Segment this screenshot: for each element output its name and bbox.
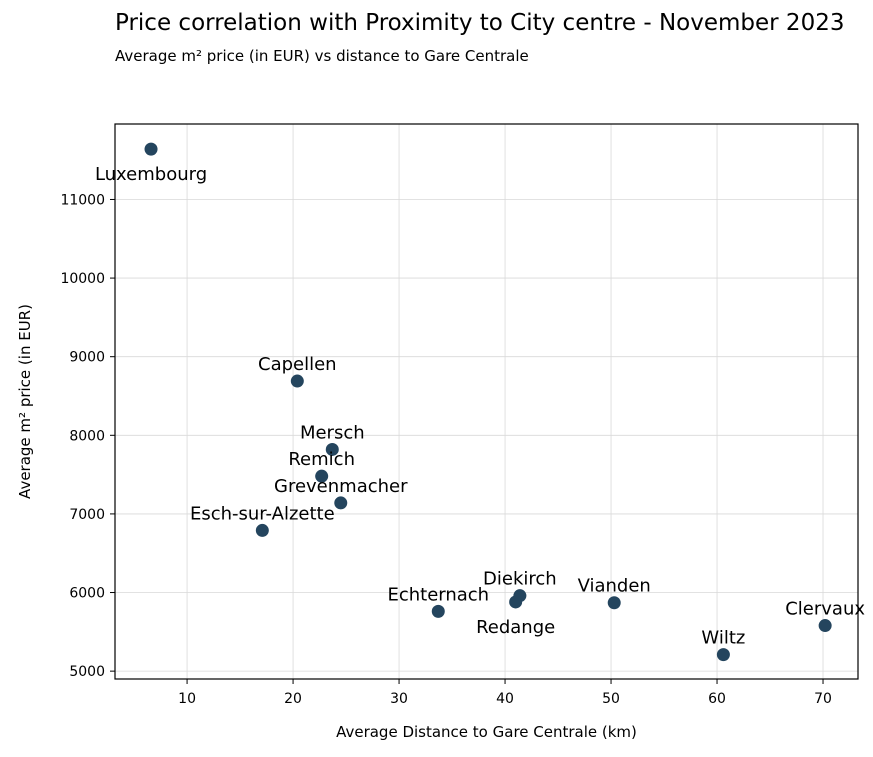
point-label: Echternach [387, 584, 489, 605]
y-tick-label: 10000 [60, 271, 105, 287]
y-tick-label: 6000 [69, 586, 105, 602]
point-label: Diekirch [483, 569, 557, 590]
data-point [144, 142, 158, 156]
x-tick-label: 30 [390, 691, 408, 707]
y-tick-label: 7000 [69, 507, 105, 523]
y-axis-label: Average m² price (in EUR) [16, 304, 34, 499]
data-point [325, 442, 339, 456]
point-labels: Luxembourg Capellen Mersch Remich Grevenmach… [95, 164, 865, 648]
plot-frame [114, 123, 859, 680]
x-tick-label: 70 [814, 691, 832, 707]
point-label: Wiltz [701, 628, 745, 649]
x-tick-label: 10 [178, 691, 196, 707]
x-tick-label: 60 [708, 691, 726, 707]
data-point [255, 523, 269, 537]
point-label: Luxembourg [95, 164, 207, 185]
point-label: Esch-sur-Alzette [190, 503, 335, 524]
point-label: Mersch [300, 422, 365, 443]
gridlines [115, 124, 858, 679]
point-label: Vianden [578, 576, 651, 597]
y-tick-label: 5000 [69, 664, 105, 680]
y-tick-label: 11000 [60, 192, 105, 208]
data-point [509, 595, 523, 609]
x-tick-label: 50 [602, 691, 620, 707]
y-axis-ticks: 5000 6000 7000 8000 9000 10000 11000 [60, 192, 115, 680]
x-tick-label: 40 [496, 691, 514, 707]
data-point [607, 596, 621, 610]
point-label: Grevenmacher [274, 476, 408, 497]
point-label: Capellen [258, 354, 337, 375]
x-tick-label: 20 [284, 691, 302, 707]
data-points [144, 142, 832, 662]
y-tick-label: 8000 [69, 428, 105, 444]
chart-subtitle: Average m² price (in EUR) vs distance to… [115, 47, 529, 65]
x-axis-label: Average Distance to Gare Centrale (km) [336, 723, 637, 741]
chart-title: Price correlation with Proximity to City… [115, 10, 845, 36]
data-point [334, 496, 348, 510]
data-point [290, 374, 304, 388]
point-label: Clervaux [785, 599, 865, 620]
point-label: Redange [476, 617, 555, 638]
y-tick-label: 9000 [69, 350, 105, 366]
data-point [315, 469, 329, 483]
data-point [818, 619, 832, 633]
data-point [431, 604, 445, 618]
data-point [716, 648, 730, 662]
x-axis-ticks: 10 20 30 40 50 60 70 [178, 679, 832, 707]
point-label: Remich [288, 449, 355, 470]
